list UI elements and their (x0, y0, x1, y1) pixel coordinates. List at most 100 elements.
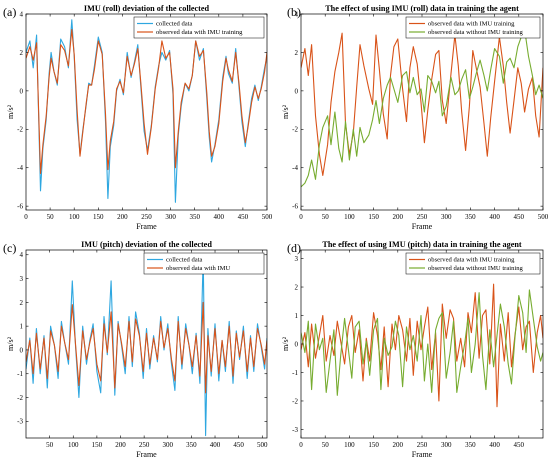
y-tick-label: -6 (292, 203, 298, 211)
y-tick-label: -1 (17, 370, 23, 378)
legend-box (405, 16, 541, 39)
legend-label: observed data with IMU training (428, 257, 515, 264)
legend-label: observed data without IMU training (428, 29, 524, 36)
x-tick-label: 350 (465, 213, 476, 221)
x-axis-label: Frame (136, 222, 157, 231)
x-tick-label: 500 (257, 441, 268, 449)
series-line-2 (301, 289, 543, 396)
chart-panel-3: (c) IMU (pitch) deviation of the collecte… (3, 240, 268, 459)
y-tick-label: 4 (20, 251, 24, 259)
x-tick-label: 250 (141, 213, 152, 221)
y-axis-label: m/s² (281, 336, 290, 351)
legend-box (405, 252, 541, 275)
legend: observed data with IMU trainingobserved … (405, 252, 541, 275)
x-tick-label: 50 (322, 441, 330, 449)
x-tick-label: 50 (46, 441, 54, 449)
chart-title: IMU (pitch) deviation of the collected (81, 240, 212, 249)
x-tick-label: 300 (165, 213, 176, 221)
y-tick-label: -1 (292, 369, 298, 377)
y-tick-label: -3 (17, 418, 23, 426)
x-tick-label: 250 (417, 441, 428, 449)
chart-title: The effect of using IMU (pitch) data in … (322, 240, 521, 249)
chart-panel-1: (a) IMU (roll) deviation of the collected… (3, 4, 273, 231)
x-tick-label: 400 (214, 213, 225, 221)
x-tick-label: 300 (441, 213, 452, 221)
series-line-1 (301, 32, 543, 176)
legend-label: collected data (156, 21, 192, 28)
x-tick-label: 100 (69, 213, 80, 221)
y-tick-label: -4 (292, 164, 298, 172)
x-tick-label: 100 (68, 441, 79, 449)
series-line-2 (301, 28, 543, 188)
plot-frame (25, 249, 268, 439)
x-tick-label: 200 (115, 441, 126, 449)
x-tick-label: 0 (24, 213, 28, 221)
y-tick-label: 2 (295, 49, 299, 57)
y-tick-label: 1 (20, 323, 24, 331)
y-tick-label: 4 (20, 10, 24, 18)
x-tick-label: 150 (368, 213, 379, 221)
x-tick-label: 100 (344, 213, 355, 221)
x-tick-label: 350 (189, 213, 200, 221)
legend-label: observed data without IMU training (428, 265, 524, 272)
x-axis-label: Frame (412, 450, 433, 459)
legend-box (143, 252, 265, 275)
y-tick-label: 4 (295, 10, 299, 18)
x-tick-label: 350 (186, 441, 197, 449)
x-tick-label: 50 (322, 213, 330, 221)
x-tick-label: 150 (93, 213, 104, 221)
x-tick-label: 250 (139, 441, 150, 449)
x-tick-label: 350 (465, 441, 476, 449)
y-tick-label: 0 (20, 87, 24, 95)
y-tick-label: 2 (20, 49, 24, 57)
legend: observed data with IMU trainingobserved … (405, 16, 541, 39)
x-tick-label: 400 (210, 441, 221, 449)
x-tick-label: 100 (344, 441, 355, 449)
y-tick-label: 2 (20, 299, 24, 307)
y-tick-label: 0 (295, 340, 299, 348)
x-axis-label: Frame (136, 450, 157, 459)
x-tick-label: 500 (262, 213, 273, 221)
x-tick-label: 0 (299, 213, 303, 221)
y-tick-label: -2 (292, 126, 298, 134)
series-line-2 (26, 301, 267, 394)
x-tick-label: 450 (233, 441, 244, 449)
legend-label: collected data (166, 257, 202, 264)
y-tick-label: -6 (17, 203, 23, 211)
x-tick-label: 0 (299, 441, 303, 449)
legend-label: observed data with IMU training (428, 21, 515, 28)
y-tick-label: -2 (17, 126, 23, 134)
chart-panel-4: (d) The effect of using IMU (pitch) data … (281, 240, 544, 459)
legend-box (133, 16, 265, 39)
chart-title: The effect of using IMU (roll) data in t… (325, 4, 519, 13)
y-tick-label: -2 (17, 394, 23, 402)
y-tick-label: 0 (295, 87, 299, 95)
x-tick-label: 200 (117, 213, 128, 221)
y-tick-label: 3 (20, 275, 24, 283)
x-tick-label: 300 (441, 441, 452, 449)
x-tick-label: 150 (368, 441, 379, 449)
x-tick-label: 450 (514, 213, 525, 221)
x-tick-label: 400 (489, 441, 500, 449)
y-tick-label: -2 (292, 397, 298, 405)
y-axis-label: m/s² (6, 336, 15, 351)
x-tick-label: 200 (393, 213, 404, 221)
x-tick-label: 500 (538, 213, 549, 221)
x-tick-label: 50 (47, 213, 55, 221)
legend-label: observed data with IMU training (156, 29, 243, 36)
y-tick-label: -4 (17, 164, 23, 172)
legend-label: observed data with IMU (166, 265, 231, 272)
chart-panel-2: (b) The effect of using IMU (roll) data i… (281, 4, 549, 231)
x-tick-label: 150 (92, 441, 103, 449)
panel-letter: (c) (3, 241, 16, 255)
x-tick-label: 300 (163, 441, 174, 449)
series-line-2 (26, 28, 267, 175)
y-tick-label: 1 (295, 312, 299, 320)
x-tick-label: 200 (393, 441, 404, 449)
y-tick-label: 0 (20, 346, 24, 354)
y-axis-label: m/s² (281, 104, 290, 119)
x-tick-label: 450 (238, 213, 249, 221)
